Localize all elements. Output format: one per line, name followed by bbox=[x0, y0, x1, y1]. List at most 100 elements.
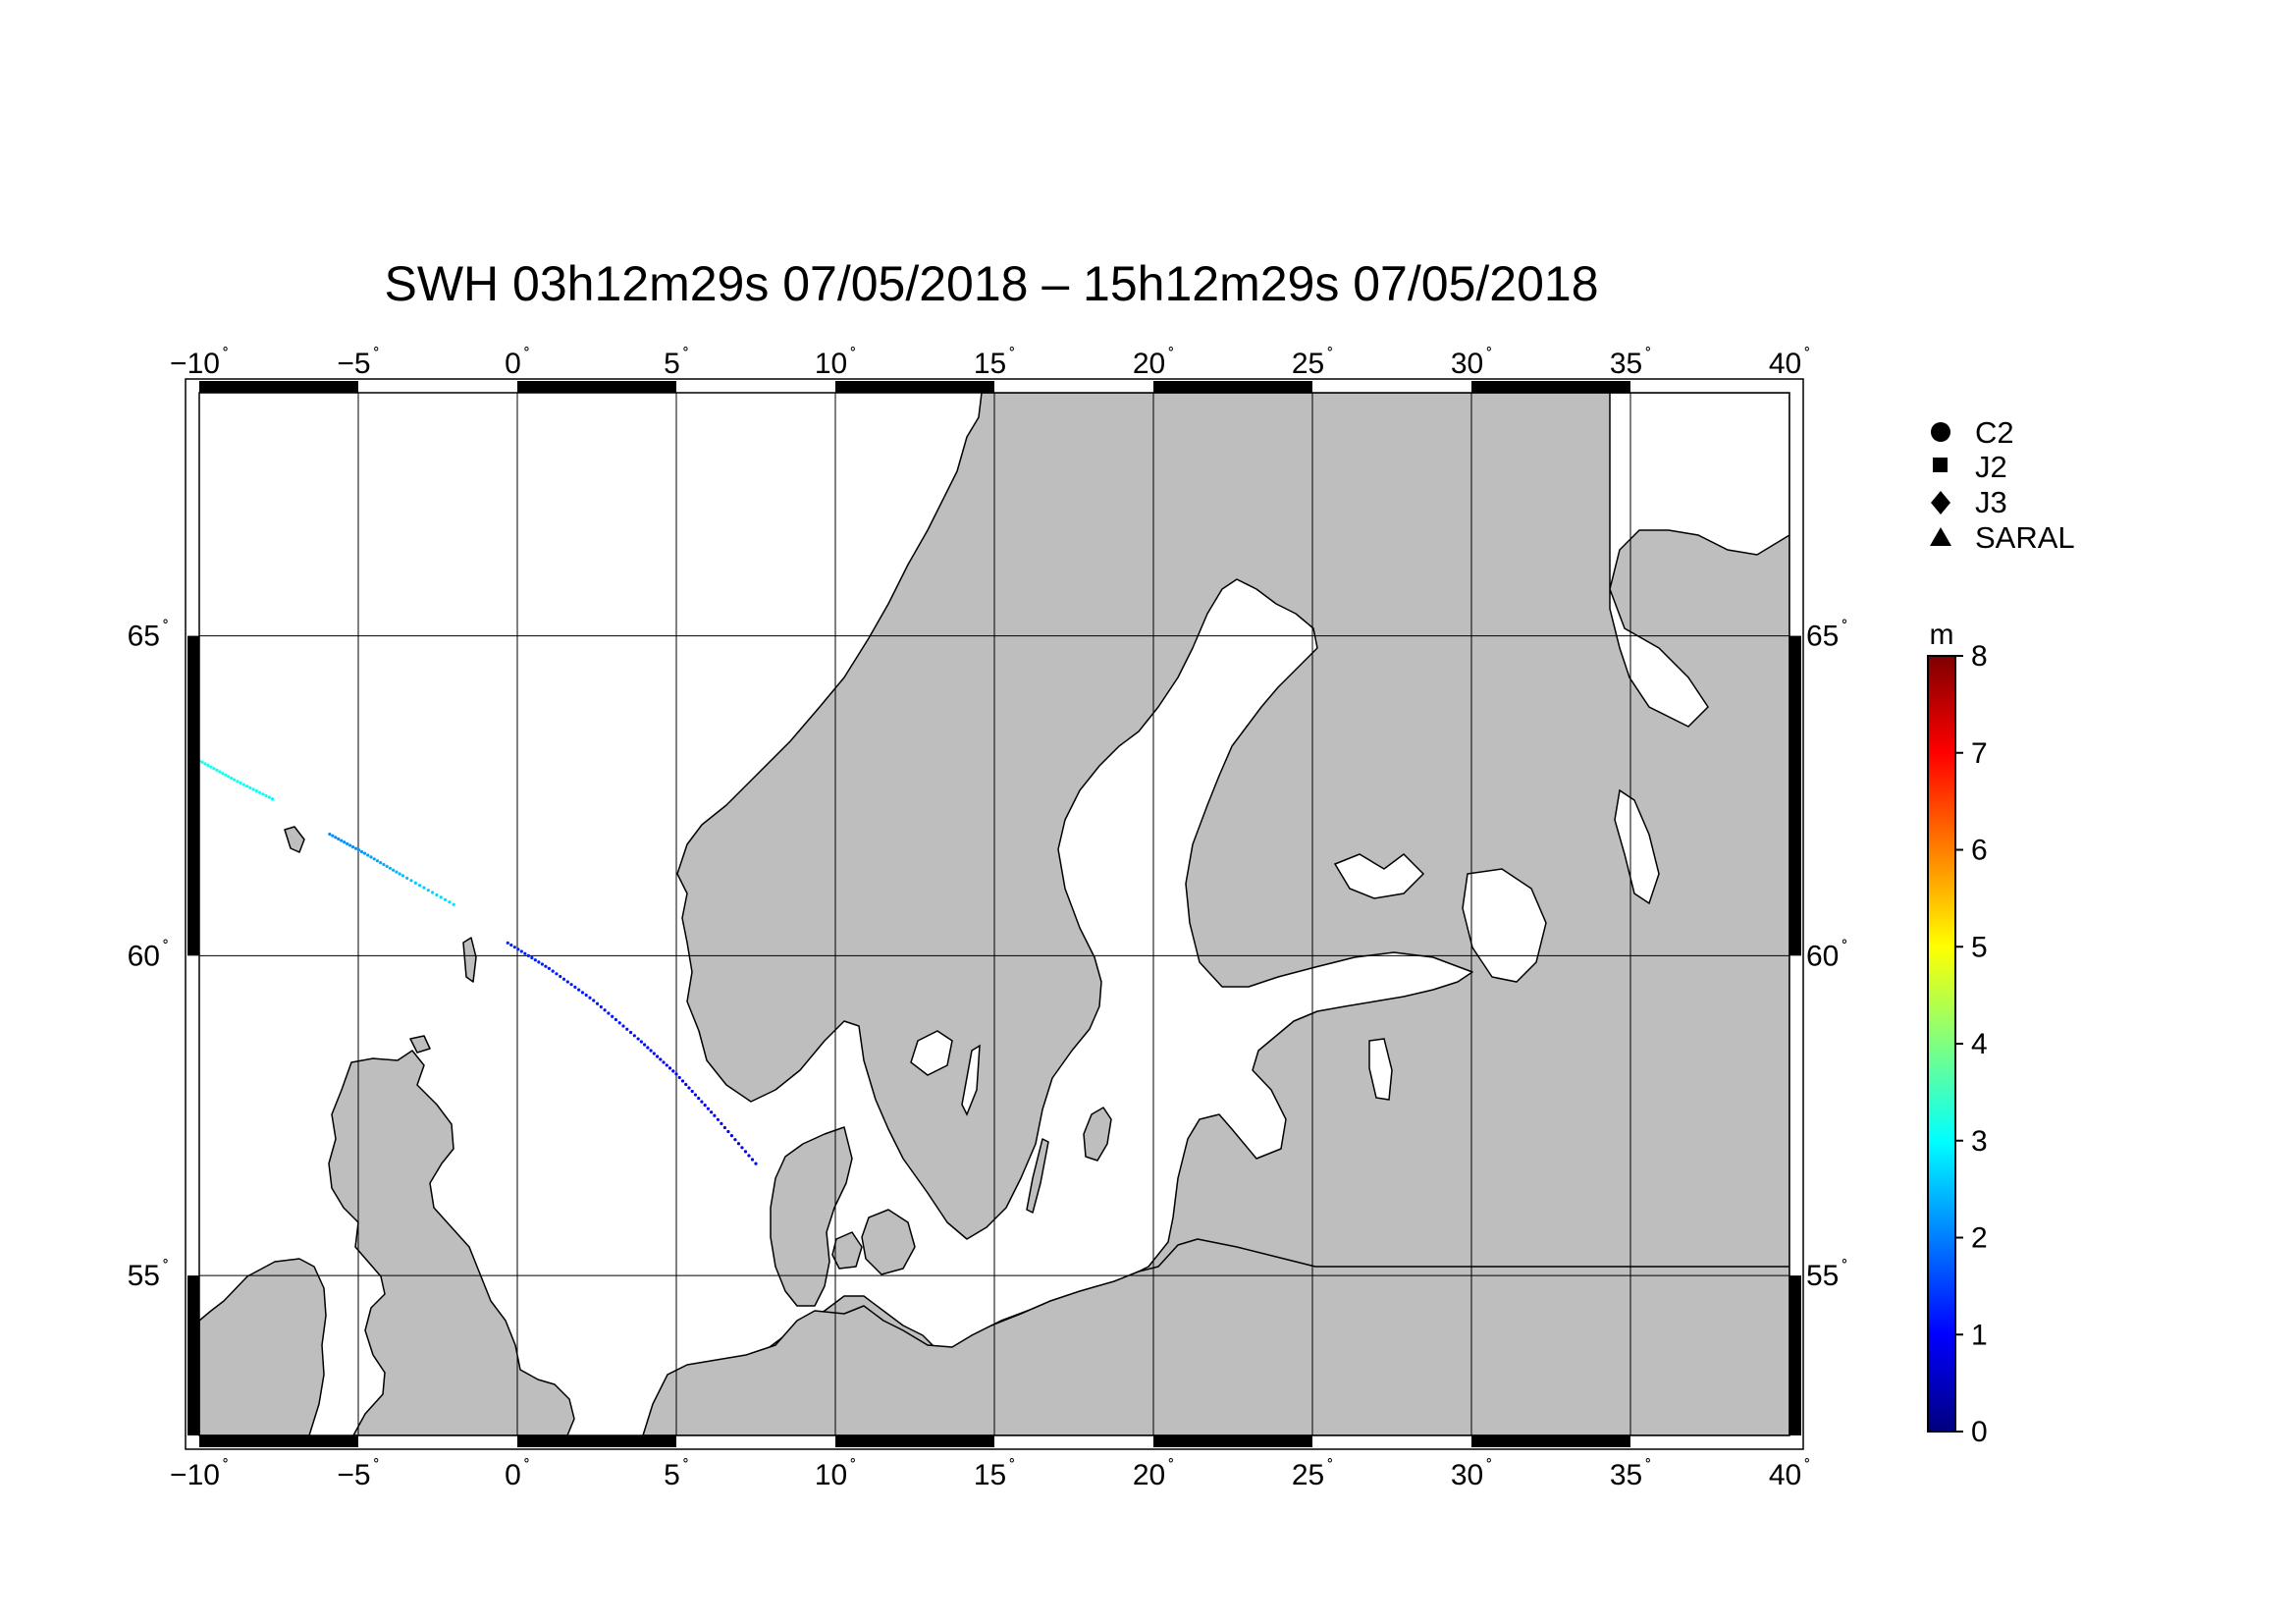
track-point bbox=[649, 1049, 653, 1053]
track-point bbox=[348, 843, 352, 847]
graticule bbox=[199, 393, 1789, 1435]
track-point bbox=[443, 897, 448, 901]
track-point bbox=[248, 785, 252, 789]
legend-diamond-icon bbox=[1931, 491, 1950, 514]
frame-segment-bottom bbox=[517, 1435, 676, 1447]
map-title: SWH 03h12m29s 07/05/2018 – 15h12m29s 07/… bbox=[384, 256, 1598, 311]
frame-segment-top bbox=[1471, 381, 1630, 393]
track-point bbox=[652, 1052, 656, 1055]
track-point bbox=[625, 1027, 629, 1031]
colorbar-tick-label: 7 bbox=[1971, 737, 1988, 770]
frame-segment-bottom bbox=[1471, 1435, 1630, 1447]
track-point bbox=[227, 775, 231, 779]
track-point bbox=[573, 985, 577, 989]
track-point bbox=[206, 763, 210, 768]
land-oland bbox=[1026, 1138, 1049, 1214]
track-point bbox=[680, 1079, 685, 1083]
track-point bbox=[254, 788, 258, 793]
land-jutland bbox=[770, 1126, 853, 1307]
track-point bbox=[356, 848, 361, 852]
land-shetland bbox=[462, 937, 477, 983]
lon-label: 10 ˚ bbox=[815, 1457, 856, 1491]
track-point bbox=[236, 780, 240, 784]
lat-label: 55 ˚ bbox=[1806, 1258, 1847, 1292]
track-point bbox=[533, 958, 537, 962]
lon-label: 40 ˚ bbox=[1769, 346, 1810, 380]
track-point bbox=[203, 762, 207, 766]
track-point bbox=[607, 1011, 611, 1015]
lat-label: 55 ˚ bbox=[128, 1258, 169, 1292]
colorbar-tick-label: 4 bbox=[1971, 1028, 1988, 1060]
legend-label-c2: C2 bbox=[1975, 415, 2014, 450]
track-point bbox=[200, 760, 204, 764]
track-point bbox=[340, 839, 344, 842]
track-point bbox=[632, 1034, 636, 1038]
track-point bbox=[409, 879, 413, 883]
lon-label: 20 ˚ bbox=[1133, 1457, 1174, 1491]
lon-labels-bottom: −10 ˚ −5 ˚ 0 ˚ 5 ˚ 10 ˚ 15 ˚ 20 ˚ 25 ˚ 30 ˚ 35 ˚ 40 ˚ bbox=[170, 1457, 1810, 1491]
track-point bbox=[362, 851, 367, 855]
track-point bbox=[713, 1113, 717, 1117]
colorbar-gradient bbox=[1927, 655, 1956, 1433]
track-point bbox=[264, 793, 268, 798]
track-point bbox=[693, 1093, 698, 1097]
track-point bbox=[224, 773, 228, 777]
track-point bbox=[212, 767, 216, 771]
track-point bbox=[603, 1008, 607, 1012]
track-point bbox=[703, 1104, 707, 1108]
map-area bbox=[199, 393, 1789, 1435]
lake-vanern bbox=[910, 1030, 953, 1076]
satellite-legend: C2 J2 J3 SARAL bbox=[1930, 415, 2075, 555]
track-point bbox=[267, 795, 271, 799]
track-point bbox=[405, 876, 409, 880]
track-point bbox=[418, 884, 422, 888]
track-point bbox=[740, 1146, 744, 1150]
legend-square-icon bbox=[1933, 458, 1948, 472]
lon-labels-top: −10 ˚ −5 ˚ 0 ˚ 5 ˚ 10 ˚ 15 ˚ 20 ˚ 25 ˚ 30 ˚ 35 ˚ 40 ˚ bbox=[170, 346, 1810, 380]
track-point bbox=[754, 1162, 758, 1165]
track-point bbox=[537, 960, 541, 964]
track-point bbox=[379, 861, 383, 865]
track-point bbox=[523, 951, 527, 955]
track-point bbox=[611, 1014, 614, 1018]
frame-segment-top bbox=[517, 381, 676, 393]
track-point bbox=[747, 1154, 751, 1158]
track-point bbox=[743, 1150, 748, 1154]
track-point bbox=[639, 1040, 643, 1044]
frame-segment-left bbox=[187, 635, 199, 956]
track-point bbox=[388, 866, 392, 870]
land-zealand bbox=[861, 1209, 916, 1275]
track-point bbox=[331, 834, 335, 838]
legend-label-saral: SARAL bbox=[1975, 520, 2075, 555]
track-point bbox=[646, 1046, 650, 1050]
track-point bbox=[733, 1138, 737, 1142]
frame-segment-left bbox=[187, 1275, 199, 1435]
track-point bbox=[261, 792, 265, 796]
frame-segment-top bbox=[1153, 381, 1312, 393]
track-point bbox=[334, 836, 338, 839]
lon-label: 5 ˚ bbox=[664, 346, 689, 380]
colorbar-tick-label: 0 bbox=[1971, 1416, 1988, 1448]
track-point bbox=[233, 778, 237, 782]
track-point bbox=[375, 859, 380, 863]
track-point bbox=[665, 1063, 668, 1067]
track-point bbox=[671, 1069, 675, 1073]
track-point bbox=[592, 999, 596, 1002]
track-point bbox=[687, 1086, 691, 1090]
track-point bbox=[452, 902, 455, 906]
lon-label: 10 ˚ bbox=[815, 346, 856, 380]
colorbar-ticks: 0 1 2 3 4 5 6 7 8 bbox=[1955, 640, 1988, 1448]
track-point bbox=[628, 1030, 633, 1035]
track-point bbox=[720, 1121, 723, 1125]
track-point bbox=[382, 862, 386, 867]
track-point bbox=[547, 966, 552, 970]
track-point bbox=[565, 980, 569, 984]
track-point bbox=[750, 1158, 755, 1162]
track-point bbox=[251, 787, 255, 791]
track-point bbox=[519, 949, 523, 953]
lat-label: 65 ˚ bbox=[1806, 619, 1847, 653]
track-point bbox=[426, 888, 430, 893]
lon-label: 25 ˚ bbox=[1292, 1457, 1333, 1491]
track-point bbox=[516, 947, 520, 951]
